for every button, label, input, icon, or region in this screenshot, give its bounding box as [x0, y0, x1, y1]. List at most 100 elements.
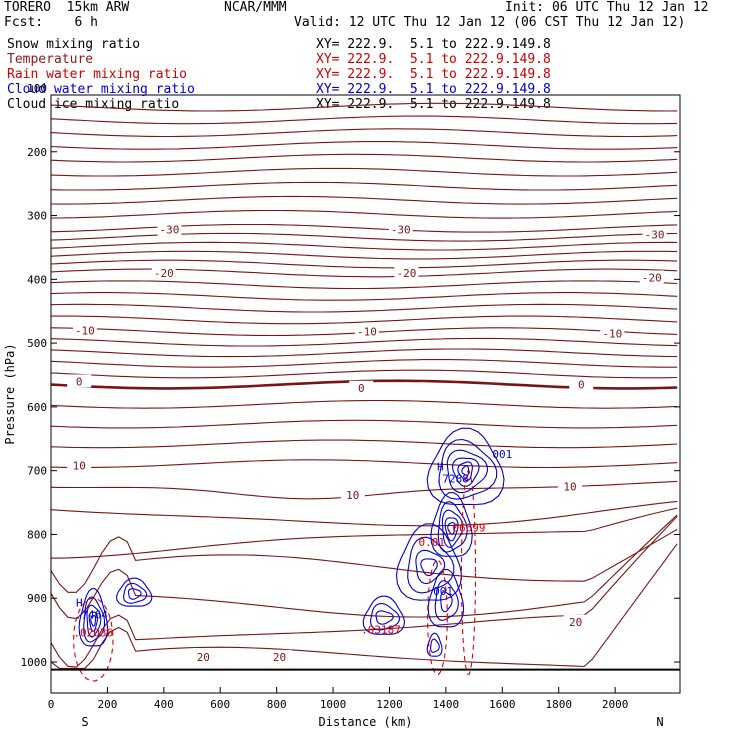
isotherm-label-bg: [557, 479, 582, 493]
isotherm-line: [50, 209, 678, 219]
y-tick-label: 600: [27, 401, 47, 414]
rain-water-contour: [427, 559, 448, 675]
y-tick-label: 800: [27, 528, 47, 541]
y-tick-label: 1000: [21, 656, 48, 669]
cloud-water-contour: [420, 558, 438, 577]
cloud-water-contour: [395, 523, 463, 601]
x-tick-label: 1000: [320, 698, 347, 711]
isotherm-line: [50, 167, 678, 177]
isotherm-line: [50, 514, 678, 620]
isotherm-line: [50, 337, 678, 347]
temperature-isotherms: [50, 102, 678, 669]
y-tick-label: 200: [27, 146, 47, 159]
isotherm-line: [50, 348, 678, 358]
isotherm-label: 10: [73, 460, 86, 473]
cloud-water-contour: [426, 427, 505, 506]
cloud-water-contour: [434, 580, 459, 621]
rain-water-contours: [73, 470, 477, 682]
cloud-water-contour: [375, 610, 394, 625]
x-tick-label: 1400: [433, 698, 460, 711]
isotherm-line: [50, 459, 678, 469]
isotherm-label: 20: [197, 651, 210, 664]
isotherm-line: [50, 292, 678, 301]
cloud-water-max-marker: H: [437, 461, 444, 474]
isotherm-line: [50, 399, 678, 409]
isotherm-label-bg: [72, 323, 97, 337]
x-tick-label: 800: [267, 698, 287, 711]
legend-cloud-water: Cloud water mixing ratio: [7, 82, 195, 97]
isotherm-label: 0: [358, 382, 365, 395]
isotherm-line: [50, 232, 678, 242]
isotherm-line: [50, 439, 678, 449]
isotherm-label: -20: [396, 267, 416, 280]
legend-cloud-water-xy: XY= 222.9. 5.1 to 222.9.149.8: [316, 82, 551, 97]
y-tick-label: 900: [27, 592, 47, 605]
legend-rain: Rain water mixing ratio: [7, 67, 188, 82]
isotherm-line: [50, 280, 678, 290]
x-tick-label: 600: [210, 698, 230, 711]
cloud-water-contour: [441, 509, 464, 548]
isotherm-label-bg: [267, 649, 292, 663]
cloud-water-max-value: .7464: [75, 609, 108, 622]
isotherm-label-bg: [67, 374, 92, 388]
isotherm-label: -10: [602, 328, 622, 341]
isotherm-line: [51, 315, 678, 325]
cloud-water-contour: [461, 465, 470, 476]
x-tick-label: 0: [48, 698, 55, 711]
rain-water-contour: [73, 597, 114, 682]
valid-time: Valid: 12 UTC Thu 12 Jan 12 (06 CST Thu …: [294, 15, 686, 30]
cloud-water-max-value: .7288: [436, 473, 469, 486]
isotherm-line: [50, 369, 678, 379]
cloud-water-contour: [123, 582, 148, 604]
isotherm-label-bg: [67, 458, 92, 472]
legend-temperature-xy: XY= 222.9. 5.1 to 222.9.149.8: [316, 52, 551, 67]
endpoint-right: N: [656, 715, 663, 729]
init-time: Init: 06 UTC Thu 12 Jan 12: [505, 0, 709, 15]
cloud-water-contour: [362, 595, 406, 635]
isotherm-label-bg: [340, 487, 365, 501]
isotherm-label-bg: [354, 324, 379, 338]
isotherm-label: -30: [391, 224, 411, 237]
cloud-water-contour: [437, 501, 468, 553]
isotherm-label: 10: [346, 489, 359, 502]
isotherm-label: -20: [642, 271, 662, 284]
isotherm-label-bg: [642, 227, 667, 241]
isotherm-line: [50, 528, 678, 593]
isotherm-line: [50, 259, 678, 269]
isotherm-label-bg: [191, 649, 216, 663]
rain-water-contour-label: 0.01: [419, 536, 446, 549]
cloud-water-contour-label: 001: [492, 448, 512, 461]
cloud-water-contour: [451, 457, 480, 487]
isotherm-line: [50, 516, 678, 668]
model-title: TORERO 15km ARW: [4, 0, 130, 15]
legend-snow: Snow mixing ratio: [7, 37, 141, 52]
cloud-water-contour: [426, 632, 443, 657]
isotherm-line: [50, 250, 678, 260]
legend-temperature: Temperature: [7, 52, 94, 67]
isotherm-line: [50, 181, 678, 191]
x-tick-label: 1800: [545, 698, 572, 711]
isotherm-line: [50, 241, 678, 251]
cloud-water-contour: [78, 588, 109, 647]
isotherm-label: -10: [357, 326, 377, 339]
x-tick-label: 400: [154, 698, 174, 711]
isotherm-label-bg: [349, 380, 374, 394]
isotherm-label-bg: [569, 377, 594, 391]
forecast-hour: Fcst: 6 h: [4, 15, 98, 30]
cloud-water-contour: [115, 577, 153, 607]
cloud-water-contour: [127, 588, 142, 600]
isotherm-label-bg: [394, 265, 419, 279]
isotherm-label-bg: [388, 222, 413, 236]
rain-water-max-value: .02036: [73, 626, 113, 639]
cloud-water-contour: [370, 602, 400, 631]
isotherm-line: [50, 500, 678, 527]
plot-frame: [50, 94, 681, 694]
cloud-water-contour: [438, 438, 498, 500]
isotherm-label: 0: [76, 375, 83, 388]
isotherm-label-bg: [600, 326, 625, 340]
cloud-water-contour: [430, 492, 473, 557]
cloud-water-max-marker: H: [76, 597, 83, 610]
rain-water-max-value: .03187: [361, 623, 401, 636]
isotherm-line: [50, 223, 678, 233]
